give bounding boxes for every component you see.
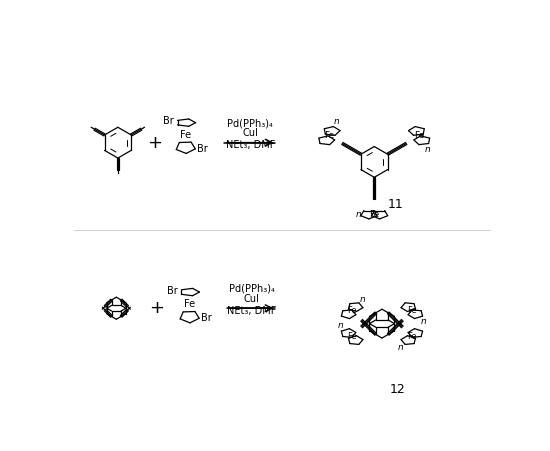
Text: +: + [147,133,162,152]
Text: Fe: Fe [347,332,356,341]
Text: Fe: Fe [324,131,334,140]
Text: n: n [360,295,366,304]
Text: Fe: Fe [369,210,379,219]
Text: n: n [355,210,361,219]
Text: NEt₃, DMF: NEt₃, DMF [226,140,275,150]
Text: CuI: CuI [243,129,258,138]
Text: Br: Br [167,285,178,295]
Text: n: n [420,317,426,326]
Text: +: + [149,299,164,317]
Text: Fe: Fe [408,332,417,341]
Text: Fe: Fe [408,306,417,315]
Text: Fe: Fe [184,299,195,309]
Text: 12: 12 [389,382,405,396]
Text: Pd(PPh₃)₄: Pd(PPh₃)₄ [229,284,275,294]
Text: Br: Br [201,313,212,323]
Text: Br: Br [163,116,174,126]
Text: n: n [398,343,404,352]
Text: n: n [338,321,344,330]
Text: Fe: Fe [347,306,356,315]
Text: Fe: Fe [415,131,425,140]
Text: n: n [425,145,431,154]
Text: NEt₃, DMF: NEt₃, DMF [227,305,277,316]
Text: n: n [334,117,340,126]
Text: 11: 11 [388,198,404,211]
Text: Fe: Fe [180,130,191,140]
Text: CuI: CuI [244,294,260,304]
Text: Br: Br [197,144,208,154]
Text: Pd(PPh₃)₄: Pd(PPh₃)₄ [227,119,273,129]
